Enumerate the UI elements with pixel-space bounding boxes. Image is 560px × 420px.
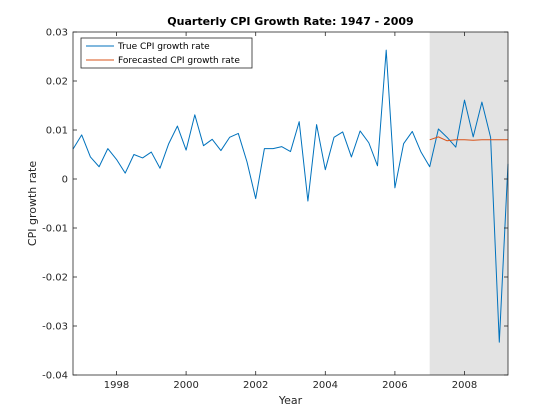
- axes-box: [72, 31, 509, 376]
- legend: True CPI growth rate Forecasted CPI grow…: [80, 37, 253, 69]
- x-tick-label: 2000: [173, 380, 198, 391]
- x-tick-label: 2008: [452, 380, 477, 391]
- x-axis-title: Year: [278, 394, 303, 407]
- x-tick-label: 1998: [104, 380, 129, 391]
- y-tick-label: 0: [62, 175, 68, 186]
- x-tick-label: 2004: [313, 380, 338, 391]
- y-axis-title: CPI growth rate: [26, 161, 39, 246]
- legend-box: [80, 37, 253, 69]
- y-tick-label: -0.01: [42, 224, 68, 235]
- y-tick-label: -0.02: [42, 273, 68, 284]
- y-tick-label: 0.03: [46, 28, 68, 39]
- legend-label-forecasted-cpi: Forecasted CPI growth rate: [118, 56, 240, 66]
- legend-label-true-cpi: True CPI growth rate: [117, 42, 210, 52]
- y-tick-label: 0.01: [46, 126, 68, 137]
- forecast-shaded-region: [429, 32, 508, 375]
- chart-title: Quarterly CPI Growth Rate: 1947 - 2009: [167, 15, 413, 28]
- y-tick-label: -0.04: [42, 371, 68, 382]
- x-tick-label: 2006: [382, 380, 407, 391]
- y-tick-label: -0.03: [42, 322, 68, 333]
- true-cpi-series-line: [72, 49, 509, 343]
- x-tick-label: 2002: [243, 380, 268, 391]
- y-tick-label: 0.02: [46, 77, 68, 88]
- forecast-cpi-series-line: [429, 136, 508, 142]
